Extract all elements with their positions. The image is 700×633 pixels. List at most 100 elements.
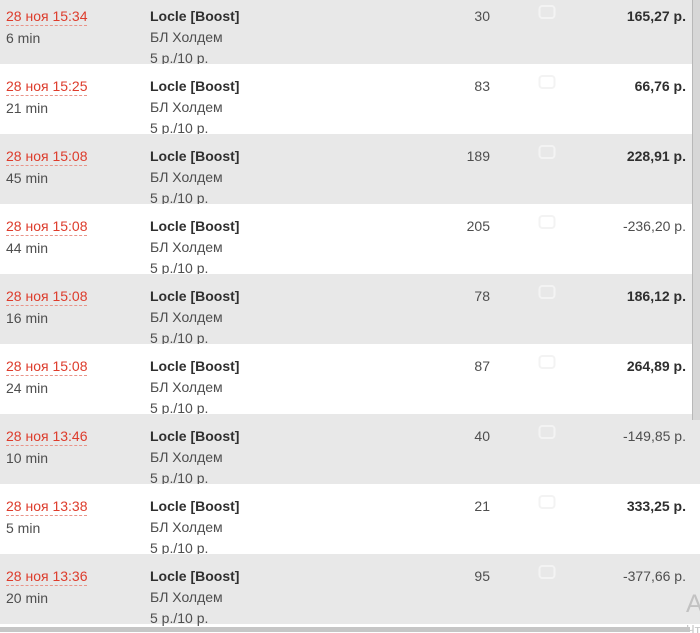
session-game-block: Locle [Boost] БЛ Холдем 5 р./10 р. bbox=[150, 566, 239, 629]
hands-count: 189 bbox=[466, 148, 490, 164]
session-date-block: 28 ноя 15:08 24 min bbox=[6, 356, 88, 399]
session-game-block: Locle [Boost] БЛ Холдем 5 р./10 р. bbox=[150, 496, 239, 559]
session-row: 28 ноя 15:25 21 min Locle [Boost] БЛ Хол… bbox=[0, 64, 700, 136]
session-result: 333,25 р. bbox=[626, 498, 686, 514]
session-row: 28 ноя 13:38 5 min Locle [Boost] БЛ Холд… bbox=[0, 484, 700, 556]
session-duration: 6 min bbox=[6, 30, 41, 46]
vertical-scrollbar-thumb[interactable] bbox=[692, 0, 700, 420]
session-duration: 44 min bbox=[6, 240, 49, 256]
session-date-link[interactable]: 28 ноя 15:08 bbox=[6, 148, 88, 166]
session-date-link[interactable]: 28 ноя 15:25 bbox=[6, 78, 88, 96]
session-duration: 10 min bbox=[6, 450, 49, 466]
game-name: Locle [Boost] bbox=[150, 148, 240, 164]
hands-count: 205 bbox=[466, 218, 490, 234]
game-type: БЛ Холдем bbox=[150, 309, 223, 325]
session-date-link[interactable]: 28 ноя 15:08 bbox=[6, 358, 88, 376]
session-row: 28 ноя 15:08 24 min Locle [Boost] БЛ Хол… bbox=[0, 344, 700, 416]
game-type: БЛ Холдем bbox=[150, 169, 223, 185]
hands-count: 21 bbox=[474, 498, 490, 514]
session-replay-icon[interactable] bbox=[537, 353, 557, 371]
session-result: -149,85 р. bbox=[622, 428, 686, 444]
game-type: БЛ Холдем bbox=[150, 99, 223, 115]
session-row: 28 ноя 13:36 20 min Locle [Boost] БЛ Хол… bbox=[0, 554, 700, 626]
session-date-block: 28 ноя 15:34 6 min bbox=[6, 6, 88, 49]
session-game-block: Locle [Boost] БЛ Холдем 5 р./10 р. bbox=[150, 356, 239, 419]
session-date-block: 28 ноя 13:46 10 min bbox=[6, 426, 88, 469]
game-type: БЛ Холдем bbox=[150, 239, 223, 255]
session-game-block: Locle [Boost] БЛ Холдем 5 р./10 р. bbox=[150, 6, 239, 69]
game-type: БЛ Холдем bbox=[150, 589, 223, 605]
session-replay-icon[interactable] bbox=[537, 3, 557, 21]
session-game-block: Locle [Boost] БЛ Холдем 5 р./10 р. bbox=[150, 146, 239, 209]
session-duration: 16 min bbox=[6, 310, 49, 326]
session-result: -377,66 р. bbox=[622, 568, 686, 584]
session-duration: 45 min bbox=[6, 170, 49, 186]
game-name: Locle [Boost] bbox=[150, 498, 240, 514]
game-stakes: 5 р./10 р. bbox=[150, 400, 209, 416]
session-replay-icon[interactable] bbox=[537, 143, 557, 161]
session-date-link[interactable]: 28 ноя 13:36 bbox=[6, 568, 88, 586]
session-row: 28 ноя 15:08 44 min Locle [Boost] БЛ Хол… bbox=[0, 204, 700, 276]
session-game-block: Locle [Boost] БЛ Холдем 5 р./10 р. bbox=[150, 216, 239, 279]
game-type: БЛ Холдем bbox=[150, 449, 223, 465]
hands-count: 87 bbox=[474, 358, 490, 374]
game-stakes: 5 р./10 р. bbox=[150, 330, 209, 346]
session-duration: 20 min bbox=[6, 590, 49, 606]
session-row: 28 ноя 15:08 45 min Locle [Boost] БЛ Хол… bbox=[0, 134, 700, 206]
hands-count: 30 bbox=[474, 8, 490, 24]
game-stakes: 5 р./10 р. bbox=[150, 190, 209, 206]
session-replay-icon[interactable] bbox=[537, 493, 557, 511]
session-date-block: 28 ноя 15:08 45 min bbox=[6, 146, 88, 189]
session-duration: 21 min bbox=[6, 100, 49, 116]
game-name: Locle [Boost] bbox=[150, 78, 240, 94]
game-name: Locle [Boost] bbox=[150, 218, 240, 234]
session-replay-icon[interactable] bbox=[537, 283, 557, 301]
game-stakes: 5 р./10 р. bbox=[150, 540, 209, 556]
session-date-link[interactable]: 28 ноя 13:38 bbox=[6, 498, 88, 516]
game-name: Locle [Boost] bbox=[150, 428, 240, 444]
game-name: Locle [Boost] bbox=[150, 288, 240, 304]
game-name: Locle [Boost] bbox=[150, 358, 240, 374]
game-stakes: 5 р./10 р. bbox=[150, 260, 209, 276]
session-result: 264,89 р. bbox=[626, 358, 686, 374]
session-date-link[interactable]: 28 ноя 15:34 bbox=[6, 8, 88, 26]
game-type: БЛ Холдем bbox=[150, 519, 223, 535]
session-duration: 24 min bbox=[6, 380, 49, 396]
session-date-block: 28 ноя 15:08 44 min bbox=[6, 216, 88, 259]
session-result: 66,76 р. bbox=[634, 78, 686, 94]
game-name: Locle [Boost] bbox=[150, 568, 240, 584]
session-date-link[interactable]: 28 ноя 13:46 bbox=[6, 428, 88, 446]
session-date-block: 28 ноя 15:25 21 min bbox=[6, 76, 88, 119]
session-result: 228,91 р. bbox=[626, 148, 686, 164]
session-replay-icon[interactable] bbox=[537, 73, 557, 91]
hands-count: 78 bbox=[474, 288, 490, 304]
session-result: 165,27 р. bbox=[626, 8, 686, 24]
hands-count: 40 bbox=[474, 428, 490, 444]
session-result: 186,12 р. bbox=[626, 288, 686, 304]
session-replay-icon[interactable] bbox=[537, 213, 557, 231]
session-game-block: Locle [Boost] БЛ Холдем 5 р./10 р. bbox=[150, 426, 239, 489]
session-row: 28 ноя 15:34 6 min Locle [Boost] БЛ Холд… bbox=[0, 0, 700, 66]
session-date-link[interactable]: 28 ноя 15:08 bbox=[6, 218, 88, 236]
game-stakes: 5 р./10 р. bbox=[150, 610, 209, 626]
session-date-block: 28 ноя 15:08 16 min bbox=[6, 286, 88, 329]
hands-count: 83 bbox=[474, 78, 490, 94]
hands-count: 95 bbox=[474, 568, 490, 584]
game-type: БЛ Холдем bbox=[150, 29, 223, 45]
session-result: -236,20 р. bbox=[622, 218, 686, 234]
session-date-block: 28 ноя 13:38 5 min bbox=[6, 496, 88, 539]
horizontal-scrollbar-thumb[interactable] bbox=[0, 627, 690, 632]
game-stakes: 5 р./10 р. bbox=[150, 470, 209, 486]
session-duration: 5 min bbox=[6, 520, 41, 536]
session-row: 28 ноя 15:08 16 min Locle [Boost] БЛ Хол… bbox=[0, 274, 700, 346]
game-stakes: 5 р./10 р. bbox=[150, 50, 209, 66]
game-name: Locle [Boost] bbox=[150, 8, 240, 24]
session-replay-icon[interactable] bbox=[537, 563, 557, 581]
session-date-link[interactable]: 28 ноя 15:08 bbox=[6, 288, 88, 306]
game-stakes: 5 р./10 р. bbox=[150, 120, 209, 136]
session-game-block: Locle [Boost] БЛ Холдем 5 р./10 р. bbox=[150, 76, 239, 139]
session-row: 28 ноя 13:46 10 min Locle [Boost] БЛ Хол… bbox=[0, 414, 700, 486]
session-replay-icon[interactable] bbox=[537, 423, 557, 441]
game-type: БЛ Холдем bbox=[150, 379, 223, 395]
